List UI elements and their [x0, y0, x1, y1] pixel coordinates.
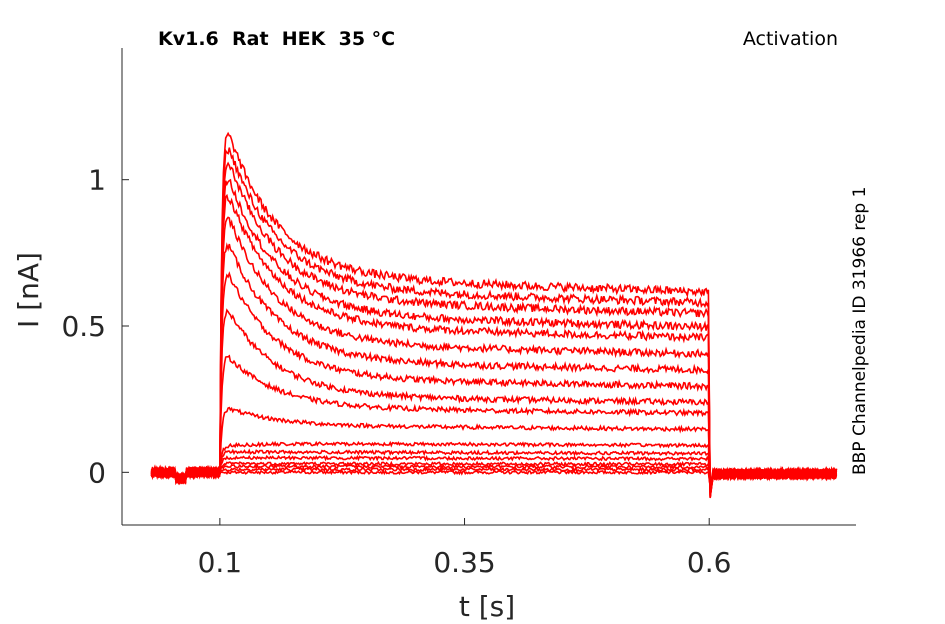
current-trace-18 — [150, 131, 838, 499]
current-trace-7 — [151, 440, 838, 488]
x-tick-group: 0.1 0.35 0.6 — [198, 518, 732, 579]
x-tick-label: 0.35 — [433, 546, 495, 579]
y-tick-label: 0 — [88, 456, 106, 489]
x-tick-label: 0.6 — [687, 546, 732, 579]
y-axis-label: I [nA] — [12, 252, 45, 328]
chart-title-left: Kv1.6 Rat HEK 35 °C — [158, 28, 396, 50]
y-tick-label: 0.5 — [61, 310, 106, 343]
y-tick-label: 1 — [88, 164, 106, 197]
current-trace-11 — [150, 271, 838, 494]
chart-title-right: Activation — [742, 28, 838, 50]
current-trace-16 — [150, 161, 837, 498]
y-tick-group: 00.51 — [61, 164, 129, 489]
x-axis-label: t [s] — [459, 590, 515, 623]
current-trace-10 — [151, 308, 837, 493]
current-trace-15 — [151, 178, 838, 497]
x-tick-label: 0.1 — [198, 546, 243, 579]
trace-group — [150, 131, 838, 499]
